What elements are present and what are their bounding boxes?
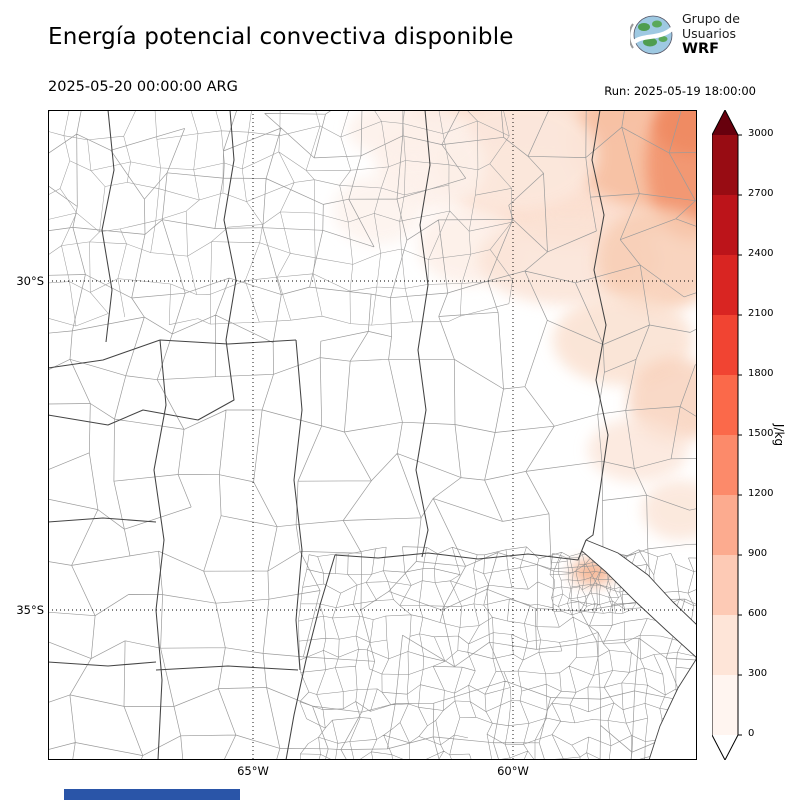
run-time-label: Run: 2025-05-19 18:00:00: [604, 84, 756, 98]
page-title: Energía potencial convectiva disponible: [48, 24, 514, 50]
footer-bar: [64, 789, 240, 800]
colorbar-tick-label: 600: [748, 608, 768, 619]
map-plot: [48, 110, 697, 760]
longitude-label-65w: 65°W: [237, 764, 269, 778]
wrf-logo: Grupo de Usuarios WRF: [630, 11, 740, 58]
argentina-map-svg: [48, 110, 697, 760]
logo-text-line2: Usuarios: [682, 26, 737, 41]
latitude-label-35s: 35°S: [16, 603, 44, 617]
longitude-label-60w: 60°W: [497, 764, 529, 778]
colorbar-scale: [711, 108, 742, 762]
colorbar-tick-label: 300: [748, 668, 768, 679]
colorbar-tick-label: 900: [748, 548, 768, 559]
colorbar-tick-label: 2400: [748, 248, 774, 259]
globe-icon: [630, 15, 675, 55]
colorbar-unit-label: J/kg: [772, 423, 787, 447]
colorbar-tick-label: 1500: [748, 428, 774, 439]
valid-time-label: 2025-05-20 00:00:00 ARG: [48, 79, 238, 95]
colorbar-tick-label: 2700: [748, 188, 774, 199]
colorbar-tick-label: 2100: [748, 308, 774, 319]
colorbar-tick-label: 1800: [748, 368, 774, 379]
colorbar-tick-label: 1200: [748, 488, 774, 499]
latitude-label-30s: 30°S: [16, 274, 44, 288]
colorbar-tick-label: 3000: [748, 128, 774, 139]
colorbar-tick-label: 0: [748, 728, 755, 739]
logo-text-line1: Grupo de: [682, 11, 740, 26]
colorbar: 3000 2700 2400 2100 1800 1500 1200 900 600 300 0 J…: [711, 108, 800, 762]
logo-text-line3: WRF: [682, 41, 720, 57]
